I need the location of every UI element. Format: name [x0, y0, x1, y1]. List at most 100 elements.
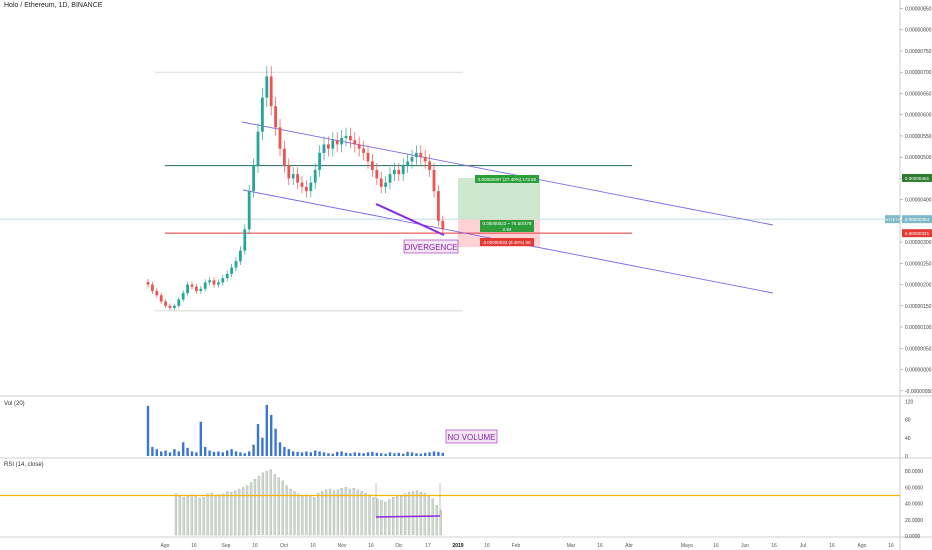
volume-bar [300, 452, 304, 456]
rsi-bar [352, 488, 355, 536]
price-tick-label: 0.00000100 [905, 325, 932, 331]
rsi-bar [269, 469, 272, 536]
time-tick-label: 16 [252, 543, 258, 549]
volume-bar [151, 446, 154, 456]
price-tick-label: 0.00000650 [905, 91, 932, 97]
price-tick-label: 0.00000200 [905, 283, 932, 289]
price-tick-label: 0.00000050 [905, 346, 932, 352]
volume-bar [261, 437, 264, 456]
volume-bar [362, 453, 365, 456]
candle-body [340, 138, 343, 145]
candle-body [291, 174, 295, 179]
rsi-bar [174, 493, 178, 536]
volume-bar [410, 452, 414, 456]
rsi-bar [399, 496, 403, 536]
rsi-bar [245, 485, 249, 536]
rsi-bar [202, 496, 205, 536]
candle-body [269, 76, 273, 107]
rsi-bar [238, 488, 241, 536]
rsi-bar [214, 495, 217, 536]
candle-body [375, 169, 379, 179]
candle-body [313, 169, 317, 183]
rsi-tick-label: 80.0000 [905, 469, 923, 475]
rsi-bar [285, 485, 288, 536]
time-tick-label: 2019 [452, 543, 463, 549]
volume-bar [318, 451, 321, 456]
candle-body [410, 157, 414, 162]
volume-bar [265, 404, 268, 456]
price-divergence-line [375, 203, 445, 236]
price-tick-label: 0.00000000 [905, 368, 932, 374]
rsi-tick-label: 40.0000 [905, 502, 923, 508]
volume-tick-label: 120 [905, 399, 914, 405]
candle-body [287, 165, 291, 179]
candle-body [415, 152, 418, 158]
volume-tick-label: 0 [905, 454, 908, 460]
volume-bar [314, 450, 317, 456]
rsi-bar [320, 491, 324, 536]
volume-bar [270, 414, 273, 456]
rsi-tick-label: 0.0000 [905, 534, 921, 540]
candle-body [393, 169, 396, 175]
rsi-bar [194, 495, 197, 536]
price-tick-label: 0.00000400 [905, 198, 932, 204]
volume-bar [186, 447, 189, 456]
rsi-bar [415, 490, 419, 536]
candle-body [173, 305, 176, 308]
divergence-label: DIVERGENCE [405, 243, 458, 252]
rsi-bar [313, 496, 316, 536]
time-tick-label: 16 [597, 543, 603, 549]
volume-bar [226, 450, 229, 456]
rsi-bar [265, 471, 269, 536]
volume-bar [309, 452, 312, 456]
volume-bar [402, 453, 405, 456]
volume-bar [217, 451, 220, 456]
volume-bar [256, 424, 260, 456]
volume-bar [212, 451, 216, 456]
time-tick-label: 16 [368, 543, 374, 549]
time-tick-label: 16 [191, 543, 197, 549]
candle-body [331, 140, 335, 149]
candle-body [230, 267, 233, 274]
candle-body [151, 284, 154, 291]
candle-body [419, 152, 423, 158]
rsi-bar [419, 492, 423, 536]
volume-bar [424, 452, 427, 456]
candle-body [239, 250, 242, 262]
rsi-tick-label: 20.0000 [905, 518, 923, 524]
candle-body [349, 135, 352, 141]
price-tick-label: 0.00000150 [905, 304, 932, 310]
candle-body [296, 174, 299, 183]
rsi-bar [206, 493, 209, 536]
volume-bar [388, 452, 392, 456]
rsi-bar [407, 492, 411, 536]
candle-body [335, 140, 339, 145]
stop-label-box [480, 238, 534, 246]
candle-body [225, 273, 229, 279]
volume-tick-label: 40 [905, 436, 911, 442]
rsi-bar [186, 496, 190, 536]
time-tick-label: Mar [567, 543, 576, 549]
rsi-bar [348, 488, 351, 536]
candle-body [432, 169, 436, 192]
volume-bar [296, 451, 299, 456]
time-tick-label: Dic [395, 543, 403, 549]
rsi-bar [230, 492, 233, 536]
rsi-bar [253, 479, 257, 536]
rsi-bar [222, 493, 225, 536]
volume-bar [305, 451, 308, 456]
volume-bar [415, 453, 418, 456]
volume-bar [195, 452, 198, 456]
volume-bar [199, 421, 202, 456]
rsi-bar [277, 477, 280, 536]
candle-body [397, 169, 401, 175]
candle-body [243, 229, 247, 251]
candle-body [208, 280, 211, 283]
candle-body [155, 290, 159, 296]
volume-bar [164, 450, 167, 456]
rsi-bar [411, 491, 415, 536]
rsi-divergence-line [375, 515, 441, 518]
rsi-bar [396, 495, 399, 536]
candle-body [441, 220, 445, 230]
